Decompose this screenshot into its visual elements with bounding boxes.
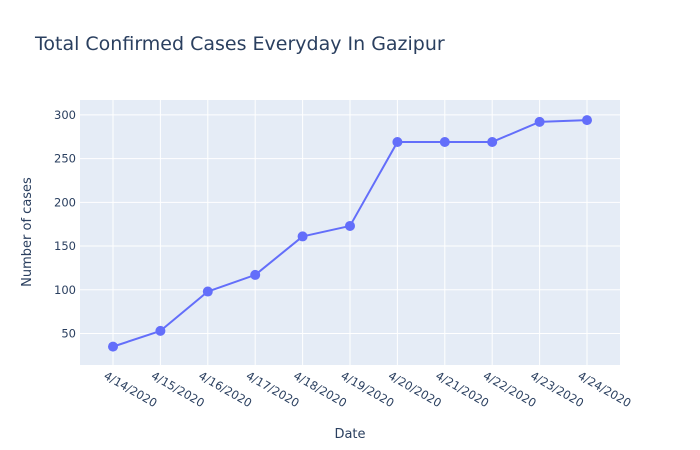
data-point[interactable] bbox=[108, 341, 118, 352]
y-tick-label: 100 bbox=[54, 283, 76, 297]
data-point[interactable] bbox=[202, 286, 213, 297]
data-point[interactable] bbox=[297, 231, 308, 242]
y-axis-title: Number of cases bbox=[20, 177, 35, 287]
data-point[interactable] bbox=[250, 269, 261, 280]
y-tick-label: 50 bbox=[61, 327, 76, 341]
y-tick-label: 150 bbox=[54, 239, 76, 253]
y-tick-label: 200 bbox=[54, 195, 76, 209]
data-point[interactable] bbox=[345, 220, 355, 231]
y-tick-label: 250 bbox=[54, 152, 76, 166]
data-point[interactable] bbox=[155, 325, 166, 336]
data-point[interactable] bbox=[392, 136, 403, 147]
series-layer bbox=[108, 115, 592, 352]
data-point[interactable] bbox=[487, 136, 498, 147]
y-tick-label: 300 bbox=[54, 108, 76, 122]
data-point[interactable] bbox=[582, 115, 592, 126]
x-axis-title: Date bbox=[334, 427, 365, 442]
data-point[interactable] bbox=[534, 116, 545, 127]
gridlines bbox=[80, 100, 620, 365]
data-point[interactable] bbox=[439, 136, 450, 147]
chart-title: Total Confirmed Cases Everyday In Gazipu… bbox=[34, 33, 445, 55]
